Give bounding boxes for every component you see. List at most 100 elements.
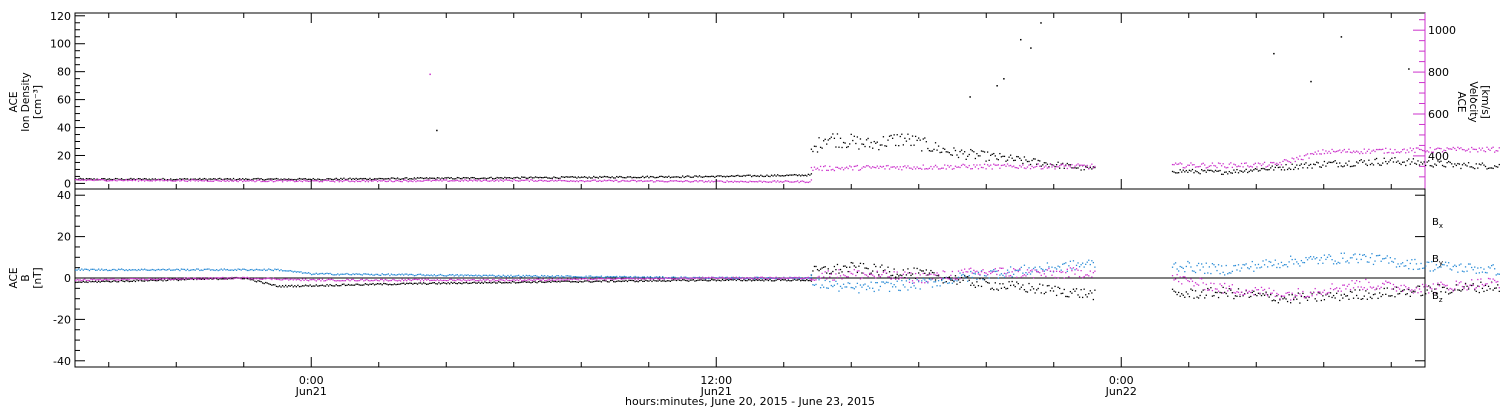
velocity-point (594, 179, 596, 181)
by-point (852, 287, 854, 289)
bx-point (530, 282, 532, 284)
bx-point (1460, 290, 1462, 292)
density-point (1487, 167, 1490, 169)
density-point (1204, 169, 1206, 172)
by-point (439, 273, 442, 276)
by-point (718, 276, 721, 278)
by-point (885, 281, 888, 283)
velocity-point (757, 181, 759, 183)
bx-point (688, 280, 690, 282)
velocity-point (720, 180, 722, 182)
by-point (349, 274, 351, 276)
density-point (567, 176, 569, 178)
density-point (778, 175, 780, 177)
by-point (639, 276, 641, 279)
density-point (988, 159, 990, 161)
density-point (139, 178, 141, 180)
density-point (1013, 159, 1015, 162)
density-point (488, 177, 491, 179)
density-point (537, 177, 540, 179)
velocity-point (1256, 166, 1258, 168)
bx-point (387, 284, 389, 286)
velocity-point (208, 180, 210, 182)
density-point (295, 179, 298, 181)
by-point (343, 273, 345, 275)
bx-point (787, 279, 790, 281)
density-point (881, 144, 883, 146)
velocity-point (1174, 162, 1177, 164)
density-point (1461, 164, 1464, 166)
velocity-point (369, 179, 371, 181)
velocity-point (82, 179, 84, 181)
velocity-point (199, 179, 201, 181)
velocity-point (326, 179, 328, 182)
velocity-point (599, 179, 601, 182)
density-point (228, 178, 230, 180)
by-point (357, 273, 359, 275)
bx-point (1478, 291, 1480, 294)
velocity-point (404, 179, 406, 181)
by-point (104, 269, 106, 271)
density-point (718, 175, 721, 177)
bx-point (804, 279, 806, 282)
by-point (841, 287, 843, 289)
density-point (1385, 160, 1387, 163)
velocity-point (364, 180, 366, 183)
bx-point (1266, 294, 1269, 296)
velocity-point (1415, 147, 1418, 149)
density-point (491, 177, 494, 180)
bx-point (849, 266, 851, 268)
by-point (295, 271, 298, 273)
by-point (827, 287, 829, 289)
velocity-point (832, 168, 834, 171)
by-point (119, 268, 121, 271)
density-point (1366, 164, 1368, 167)
velocity-point (734, 180, 736, 182)
bx-point (505, 281, 508, 284)
bx-point (159, 279, 161, 281)
by-point (242, 268, 244, 270)
density-point (490, 176, 492, 179)
velocity-point (298, 179, 301, 182)
by-point (364, 273, 366, 275)
density-point (522, 176, 524, 178)
bx-point (349, 284, 351, 286)
bx-point (844, 265, 846, 267)
velocity-point (380, 180, 382, 182)
bx-point (1487, 285, 1490, 288)
by-point (91, 268, 94, 270)
by-point (884, 282, 886, 285)
by-point (467, 274, 469, 276)
bx-point (740, 279, 742, 282)
velocity-point (1072, 167, 1075, 169)
bx-point (99, 281, 101, 283)
density-point (853, 135, 855, 137)
bx-point (341, 283, 344, 286)
velocity-point (1320, 153, 1322, 155)
velocity-point (105, 180, 107, 182)
velocity-point (193, 179, 195, 181)
bx-point (1380, 295, 1382, 298)
bx-point (478, 281, 480, 283)
density-point (681, 175, 684, 177)
bx-point (1245, 290, 1247, 292)
bx-point (327, 285, 330, 287)
bx-point (1260, 294, 1263, 297)
velocity-point (755, 180, 757, 183)
bx-point (914, 277, 917, 279)
density-point (1083, 169, 1085, 171)
bx-point (954, 275, 957, 277)
velocity-point (294, 181, 296, 183)
density-point (219, 177, 221, 180)
density-point (1005, 160, 1007, 162)
velocity-point (1188, 164, 1191, 166)
velocity-point (902, 166, 904, 168)
bx-point (852, 262, 854, 264)
density-point (580, 176, 583, 178)
velocity-point (384, 180, 386, 183)
density-point (1314, 163, 1316, 166)
velocity-point (479, 180, 481, 182)
bx-point (1441, 286, 1444, 289)
velocity-point (110, 179, 112, 182)
bx-point (491, 281, 494, 284)
